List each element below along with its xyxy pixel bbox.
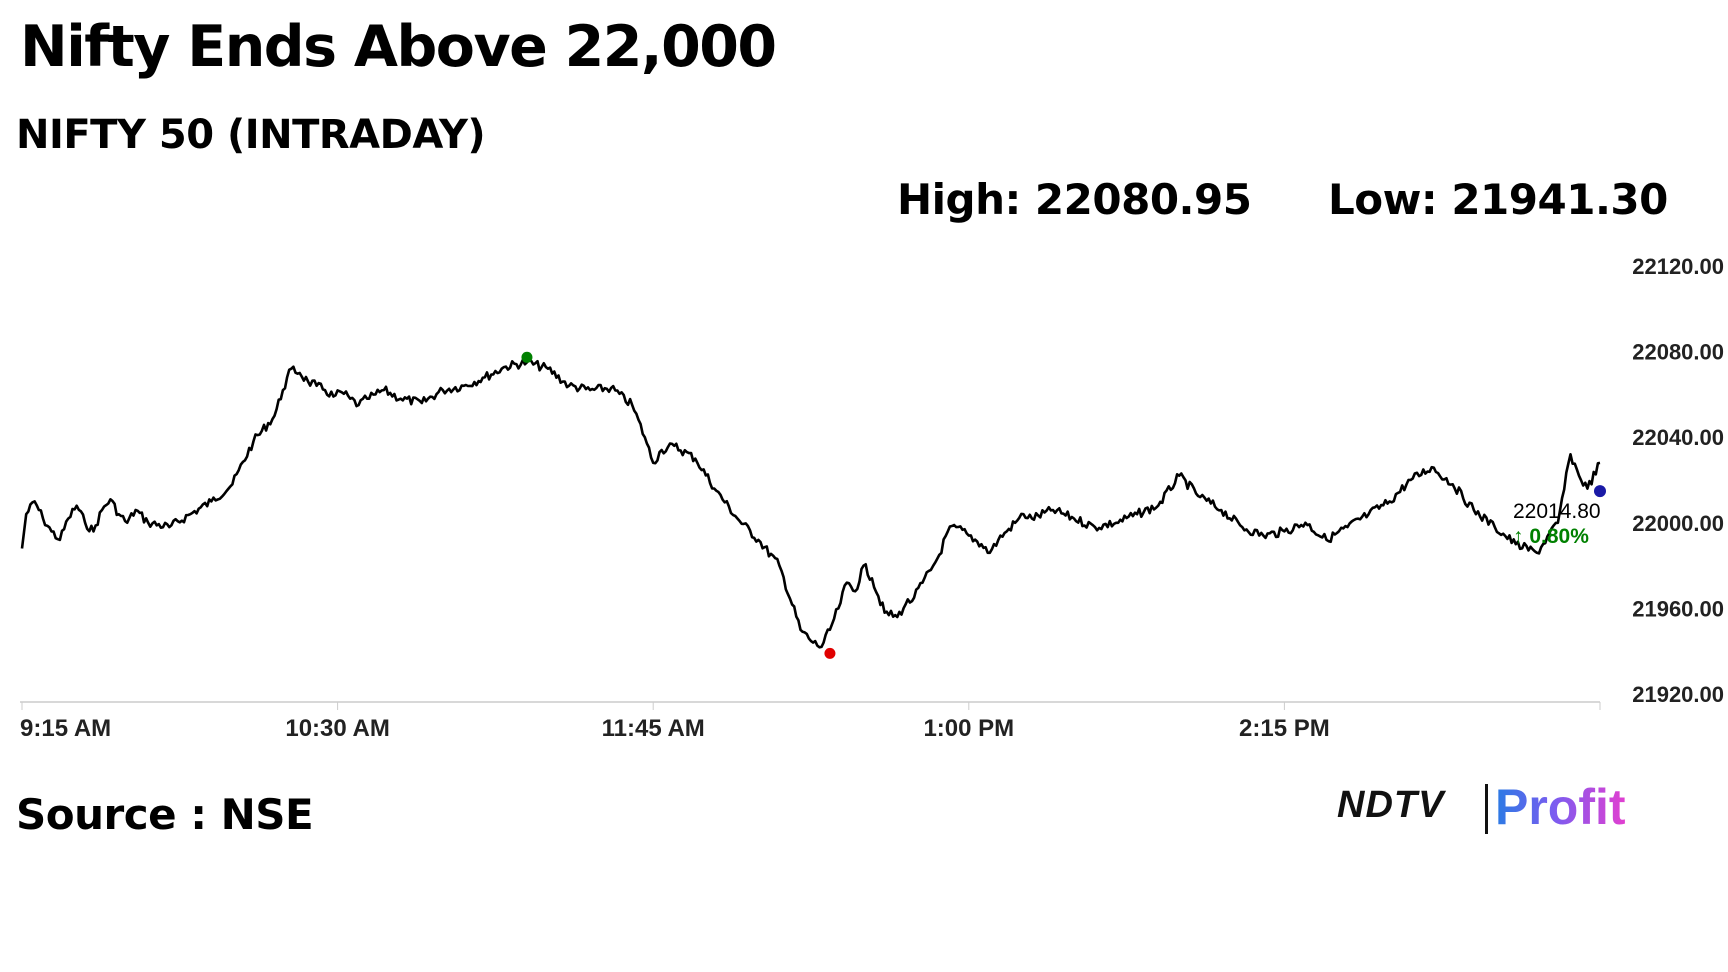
low-value: Low: 21941.30 <box>1328 175 1668 224</box>
x-tick-label: 2:15 PM <box>1239 715 1330 742</box>
x-tick-label: 1:00 PM <box>923 715 1014 742</box>
high-marker <box>521 351 533 363</box>
x-tick-label: 10:30 AM <box>285 715 389 742</box>
source-note: Source : NSE <box>16 790 314 839</box>
ndtv-profit-logo: NDTV Profit <box>1337 778 1637 838</box>
high-value: High: 22080.95 <box>897 175 1252 224</box>
y-tick-label: 21960.00 <box>1632 596 1724 621</box>
y-tick-label: 22120.00 <box>1632 254 1724 279</box>
last-price-label: 22014.80 <box>1513 500 1601 523</box>
y-tick-label: 21920.00 <box>1632 682 1724 707</box>
chart-subtitle: NIFTY 50 (INTRADAY) <box>16 112 486 158</box>
nifty-series-line <box>20 358 1601 649</box>
x-tick-label: 9:15 AM <box>20 715 111 742</box>
x-tick-label: 11:45 AM <box>602 715 705 742</box>
logo-profit-text: Profit <box>1495 779 1626 835</box>
chart-title: Nifty Ends Above 22,000 <box>20 14 777 80</box>
y-tick-label: 22000.00 <box>1632 511 1724 536</box>
y-tick-label: 22080.00 <box>1632 340 1724 365</box>
low-marker <box>824 647 836 659</box>
y-tick-label: 22040.00 <box>1632 425 1724 450</box>
last-price-marker <box>1594 485 1606 498</box>
logo-ndtv-text: NDTV <box>1337 784 1445 826</box>
percent-change-label: ↑ 0.80% <box>1513 525 1589 548</box>
logo-divider <box>1485 784 1488 834</box>
